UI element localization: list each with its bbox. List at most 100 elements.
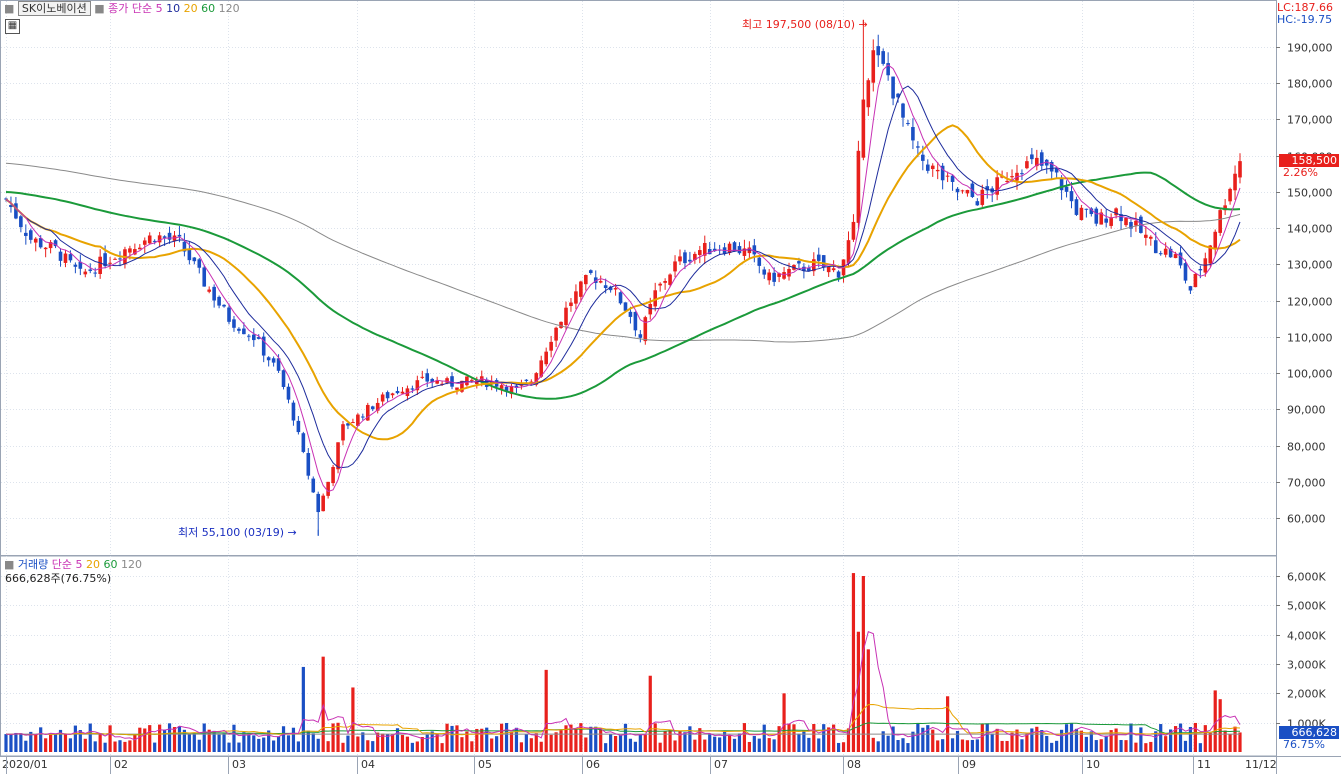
- candle-body: [450, 376, 454, 387]
- volume-bar: [564, 725, 568, 752]
- volume-bar: [1213, 690, 1217, 752]
- volume-bar: [425, 734, 429, 752]
- volume-bar: [1050, 742, 1054, 752]
- volume-bar: [876, 741, 880, 752]
- candle-body: [658, 283, 662, 286]
- volume-bar: [385, 734, 390, 752]
- candle-body: [1010, 176, 1014, 178]
- volume-bar: [1025, 733, 1029, 752]
- volume-bar: [960, 739, 965, 752]
- candle-body: [1124, 218, 1128, 226]
- volume-bar: [787, 723, 791, 752]
- candle-body: [113, 258, 117, 260]
- volume-bar: [678, 731, 682, 752]
- candle-body: [440, 383, 444, 385]
- arrow-right-icon: →: [858, 18, 868, 31]
- volume-bar: [970, 739, 974, 752]
- volume-tick-label: 5,000K: [1287, 600, 1326, 613]
- volume-bar: [886, 735, 890, 752]
- volume-bar: [950, 738, 955, 752]
- candle-body: [1084, 208, 1089, 210]
- hc-label: HC:-19.75: [1277, 13, 1333, 26]
- volume-bar: [757, 738, 761, 752]
- candle-body: [1030, 154, 1034, 160]
- volume-bar: [267, 730, 271, 752]
- volume-bar: [539, 741, 543, 752]
- table-grid-icon[interactable]: ▦: [5, 19, 20, 34]
- candle-body: [707, 248, 712, 255]
- volume-bar: [584, 737, 588, 752]
- volume-bar: [653, 723, 657, 752]
- volume-bar: [569, 724, 573, 752]
- volume-bar: [331, 723, 335, 752]
- candle-body: [445, 378, 449, 383]
- candle-body: [1119, 214, 1123, 222]
- candle-body: [767, 272, 771, 281]
- volume-bar: [856, 631, 861, 752]
- price-ma-label: 종가 단순: [108, 2, 153, 15]
- candle-body: [1074, 199, 1079, 215]
- volume-bar: [1109, 730, 1113, 752]
- candle-body: [772, 272, 776, 282]
- candle-body: [128, 248, 132, 253]
- high-annotation-text: 최고 197,500 (08/10): [742, 18, 856, 31]
- arrow-right-icon: →: [287, 526, 297, 539]
- candle-body: [58, 251, 63, 261]
- volume-bar: [623, 723, 628, 752]
- volume-bar: [767, 738, 771, 752]
- candle-body: [108, 262, 112, 264]
- candle-body: [698, 250, 702, 256]
- volume-bar: [777, 726, 781, 752]
- volume-bar: [1089, 731, 1093, 752]
- candle-body: [1035, 157, 1039, 167]
- volume-bar: [737, 733, 742, 752]
- candle-body: [356, 414, 360, 426]
- candle-body: [147, 235, 152, 244]
- volume-bar: [1010, 732, 1014, 752]
- candle-body: [53, 240, 58, 247]
- candle-body: [787, 268, 791, 277]
- candle-body: [1208, 245, 1213, 264]
- volume-bar: [475, 728, 479, 752]
- candle-body: [534, 373, 539, 385]
- ma20-label: 20: [183, 2, 198, 15]
- volume-bar: [485, 727, 489, 752]
- volume-bar: [633, 741, 637, 752]
- volume-bar: [618, 735, 623, 752]
- stock-name-box[interactable]: SK이노베이션: [17, 1, 91, 16]
- volume-bar: [495, 736, 499, 752]
- candle-body: [430, 378, 435, 383]
- volume-bar: [648, 675, 652, 752]
- high-annotation: 최고 197,500 (08/10) →: [742, 18, 868, 32]
- volume-bar: [1169, 729, 1173, 752]
- volume-bar: [167, 723, 172, 752]
- volume-bar: [78, 730, 82, 752]
- candle-body: [524, 379, 529, 381]
- volume-bar: [440, 743, 444, 752]
- candle-body: [593, 277, 598, 283]
- candle-body: [321, 495, 325, 512]
- volume-bar: [916, 723, 920, 752]
- volume-bar: [499, 723, 504, 752]
- candle-body: [539, 360, 544, 377]
- candle-body: [980, 189, 985, 205]
- volume-bar: [693, 739, 697, 752]
- volume-bar: [371, 741, 375, 752]
- candle-body: [747, 247, 752, 254]
- volume-bar: [390, 734, 395, 752]
- candle-body: [316, 493, 321, 513]
- volume-bar: [841, 742, 846, 752]
- candle-body: [960, 190, 965, 192]
- candle-body: [950, 175, 955, 182]
- candle-body: [688, 259, 692, 262]
- volume-bar: [237, 742, 241, 752]
- volume-bar: [202, 723, 206, 752]
- candle-body: [1025, 161, 1029, 169]
- volume-bar: [524, 734, 528, 752]
- volume-bar: [1114, 728, 1118, 752]
- price-tick-label: 80,000: [1287, 441, 1326, 454]
- volume-bar: [827, 727, 831, 752]
- candle-body: [802, 266, 806, 272]
